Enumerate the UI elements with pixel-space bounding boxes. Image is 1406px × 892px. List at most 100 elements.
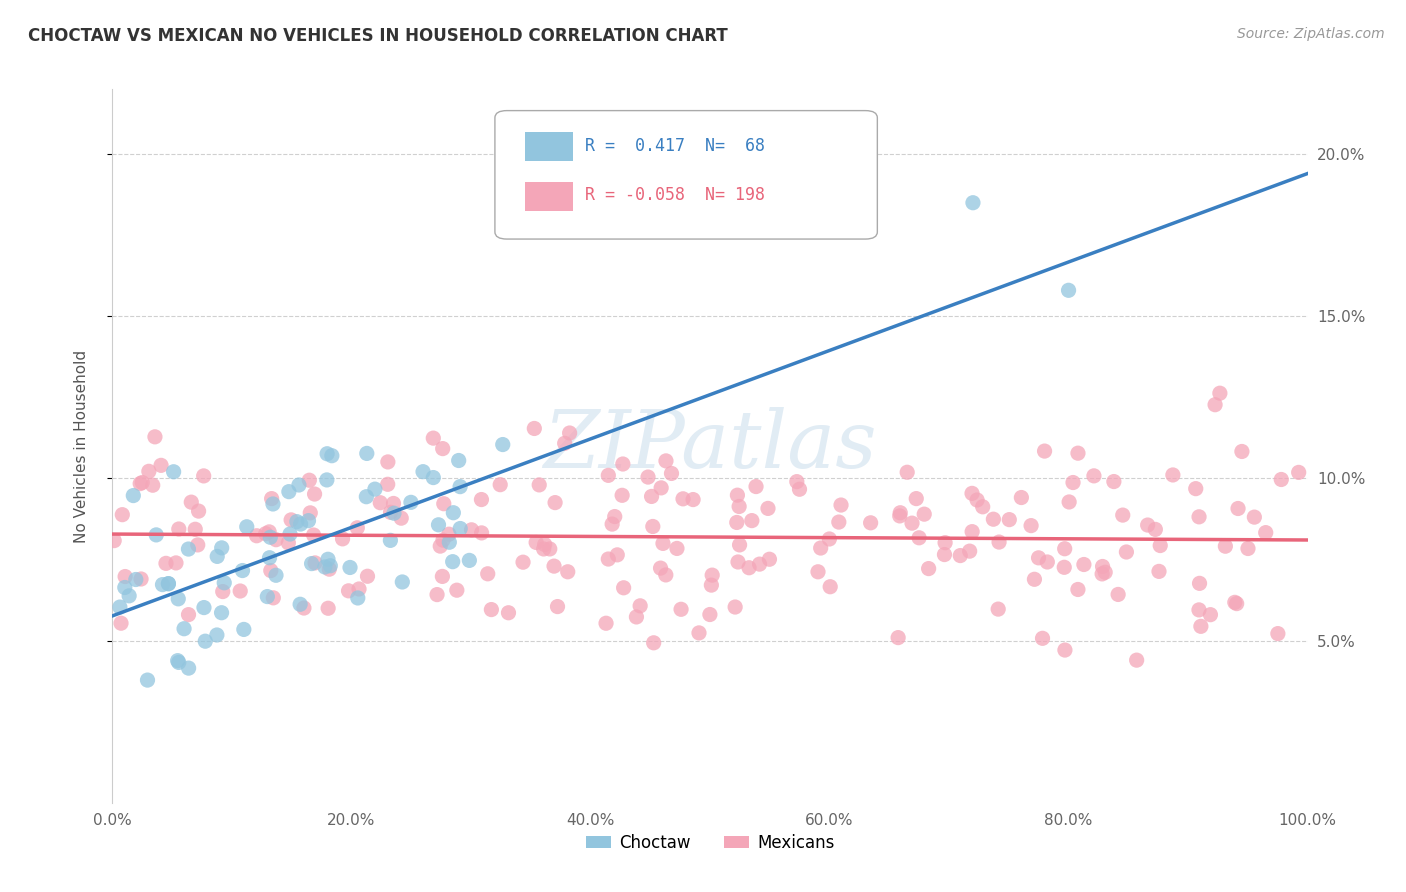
Point [612,457,634,471]
Point [125,573,148,587]
Point [1067,582,1090,597]
Point [314,560,336,574]
Point [382,506,405,520]
Point [356,446,378,460]
Point [745,479,768,493]
Point [231,564,253,578]
Point [194,634,217,648]
Point [316,552,339,566]
Point [429,539,451,553]
Point [298,473,321,487]
Point [498,606,520,620]
Point [1067,446,1090,460]
Point [232,623,254,637]
Point [728,538,751,552]
FancyBboxPatch shape [495,111,877,239]
Point [377,477,399,491]
Point [650,481,672,495]
Point [477,566,499,581]
Point [246,529,269,543]
Point [557,565,579,579]
Point [114,569,136,583]
Point [167,656,190,670]
Point [1062,475,1084,490]
Point [1091,559,1114,574]
Text: CHOCTAW VS MEXICAN NO VEHICLES IN HOUSEHOLD CORRELATION CHART: CHOCTAW VS MEXICAN NO VEHICLES IN HOUSEH… [28,27,728,45]
Point [264,533,287,547]
Point [702,568,724,582]
Point [1028,550,1050,565]
Point [316,601,339,615]
Point [110,616,132,631]
Point [1053,560,1076,574]
Point [259,530,281,544]
Point [661,467,683,481]
Point [441,506,464,520]
Point [111,508,134,522]
Point [264,568,287,582]
Point [603,509,626,524]
Point [129,572,152,586]
Point [131,475,153,490]
Point [741,514,763,528]
Point [818,532,841,546]
Point [934,535,956,549]
Point [166,654,188,668]
Point [422,431,444,445]
Text: ZIPatlas: ZIPatlas [543,408,877,484]
Point [1057,495,1080,509]
Point [595,616,617,631]
Point [1147,565,1170,579]
Point [1188,603,1211,617]
Point [447,453,470,467]
Point [912,507,935,521]
Point [1227,501,1250,516]
Point [672,491,695,506]
Point [1053,643,1076,657]
Point [1215,539,1237,553]
Point [700,578,723,592]
Point [960,524,983,539]
Point [114,581,136,595]
Point [122,489,145,503]
Text: Source: ZipAtlas.com: Source: ZipAtlas.com [1237,27,1385,41]
Point [432,533,454,548]
Point [165,556,187,570]
Point [167,522,190,536]
Point [304,487,326,501]
Point [193,600,215,615]
Point [727,555,749,569]
Point [1288,466,1310,480]
Point [187,538,209,552]
Point [152,577,174,591]
Point [460,523,482,537]
Point [299,506,322,520]
Point [547,599,569,614]
Point [828,515,851,529]
Point [471,525,494,540]
Point [738,560,761,574]
Point [1254,525,1277,540]
Point [380,505,402,519]
Point [1125,653,1147,667]
Point [346,521,368,535]
Point [180,495,202,509]
Y-axis label: No Vehicles in Household: No Vehicles in Household [75,350,89,542]
Point [637,470,659,484]
Point [934,548,956,562]
Point [1083,468,1105,483]
Point [543,559,565,574]
Point [257,524,280,539]
Point [380,533,402,548]
Point [211,606,233,620]
Point [489,477,512,491]
Point [304,556,326,570]
Point [966,493,988,508]
Point [1270,473,1292,487]
Point [211,541,233,555]
Point [136,673,159,687]
Point [1230,444,1253,458]
Point [277,484,299,499]
Point [889,508,911,523]
Point [254,526,277,541]
